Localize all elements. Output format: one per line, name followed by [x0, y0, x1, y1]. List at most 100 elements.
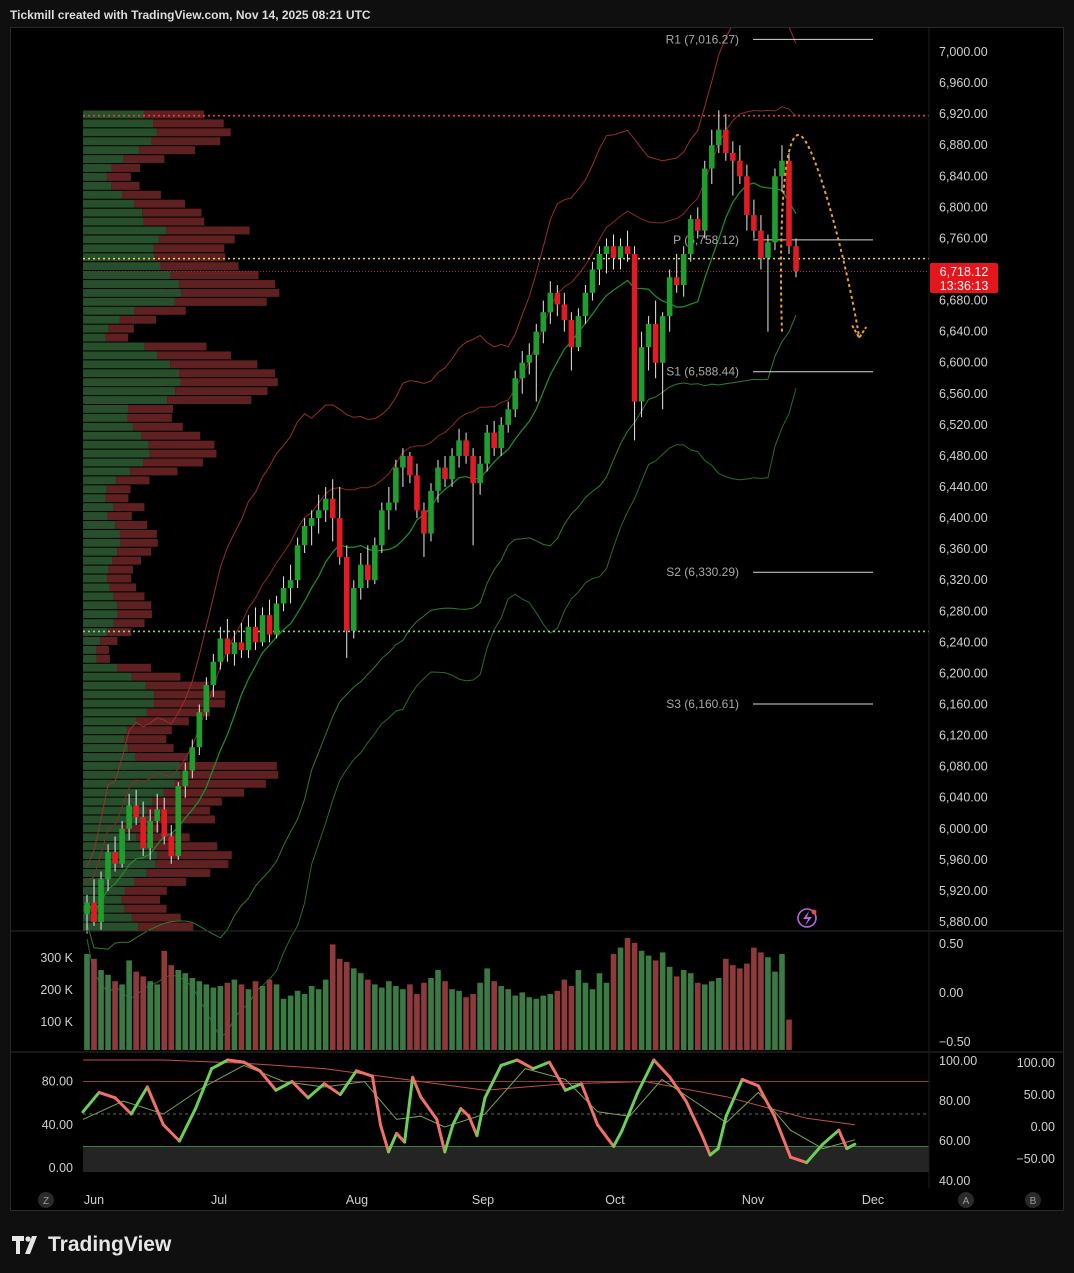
scale-mode-button[interactable]	[1025, 1192, 1041, 1208]
profile-bar-up	[83, 146, 140, 155]
oscillator-main-segment	[708, 1147, 720, 1157]
price-tick-label: 6,760.00	[939, 231, 988, 245]
oscillator-main-segment	[579, 1082, 600, 1127]
profile-bar-up	[83, 538, 121, 547]
candle-body	[561, 304, 568, 320]
oscillator-main-segment	[845, 1142, 857, 1151]
candle-body	[456, 440, 462, 456]
candle-body	[694, 219, 701, 231]
price-tick-label: 6,000.00	[939, 822, 988, 836]
tradingview-wordmark: TradingView	[48, 1233, 172, 1256]
price-axis[interactable]: 7,000.00 6,960.00 6,920.00 6,880.00 6,840.00…	[939, 45, 988, 929]
time-label-sep: Sep	[472, 1193, 494, 1207]
chart-frame[interactable]: R1 (7,016.27) P (6,758.12) S1 (6,588.44) S2…	[10, 27, 1064, 1211]
price-tick-label: 6,960.00	[939, 76, 988, 90]
candle-body	[470, 455, 476, 484]
oscillator-main-segment	[387, 1131, 399, 1154]
price-tick-label: 6,280.00	[939, 604, 988, 618]
last-price-label: 6,718.12	[940, 265, 989, 279]
volume-bar	[554, 990, 561, 1050]
candle-body	[350, 587, 357, 631]
profile-bar-up	[83, 190, 122, 199]
candle-body	[575, 316, 582, 348]
profile-bar-down	[121, 190, 161, 199]
volume-bar	[456, 990, 462, 1050]
candle-body	[519, 362, 526, 379]
oscillator-main-segment	[226, 1058, 246, 1064]
profile-bar-up	[83, 360, 171, 369]
candle-body	[687, 219, 694, 254]
time-zoom-button[interactable]	[38, 1192, 54, 1208]
volume-bar	[540, 995, 547, 1050]
oscillator-main-segment	[395, 1131, 407, 1144]
oscillator-main-segment	[411, 1075, 423, 1099]
candle-body	[203, 685, 210, 713]
auto-scale-button[interactable]	[958, 1192, 974, 1208]
oscillator-main-segment	[81, 1090, 101, 1114]
profile-bar-down	[131, 913, 181, 922]
oscillator-mid-tick: 60.00	[939, 1134, 970, 1148]
oscillator-main-segment	[194, 1067, 214, 1111]
candle-body	[329, 498, 336, 519]
chart-canvas[interactable]: R1 (7,016.27) P (6,758.12) S1 (6,588.44) S2…	[11, 28, 1063, 1210]
profile-bar-down	[115, 521, 148, 529]
volume-bar	[414, 994, 420, 1050]
profile-bar-up	[83, 458, 143, 467]
pivot-label-r1: R1 (7,016.27)	[666, 32, 739, 46]
tradingview-logo: TradingView	[12, 1233, 171, 1257]
price-tick-label: 6,480.00	[939, 449, 988, 463]
profile-bar-down	[134, 199, 186, 208]
profile-bar-up	[83, 512, 108, 520]
candle-body	[786, 160, 792, 247]
profile-bar-up	[83, 521, 116, 529]
candle-body	[189, 747, 196, 771]
profile-bar-down	[124, 904, 167, 913]
volume-bar	[217, 986, 224, 1050]
volume-bar	[687, 973, 694, 1050]
candle-body	[301, 525, 308, 546]
oscillator-main-segment	[716, 1114, 728, 1151]
volume-bar	[84, 954, 90, 1050]
oscillator-main-segment	[563, 1082, 583, 1092]
profile-bar-down	[151, 137, 221, 146]
time-axis[interactable]: Jun Jul Aug Sep Oct Nov Dec Z A B	[38, 1192, 1041, 1208]
volume-bar	[575, 970, 582, 1050]
candle-body	[449, 455, 455, 480]
bollinger-bands	[86, 28, 797, 1038]
candle-body	[435, 467, 441, 491]
volume-bar	[400, 989, 406, 1050]
profile-bar-down	[113, 503, 145, 512]
profile-bar-up	[83, 128, 157, 137]
oscillator-main-segment	[475, 1096, 487, 1138]
pivot-levels: R1 (7,016.27) P (6,758.12) S1 (6,588.44) S2…	[666, 32, 873, 711]
profile-bar-down	[134, 306, 186, 315]
oscillator-main-segment	[499, 1058, 519, 1067]
volume-bar	[379, 987, 385, 1050]
profile-bar-down	[154, 690, 226, 699]
oscillator-main-segment	[789, 1155, 809, 1165]
candle-body	[231, 642, 238, 655]
profile-bar-up	[83, 351, 158, 360]
volume-bar	[266, 979, 273, 1050]
profile-bar-up	[83, 235, 159, 244]
oscillator-right-tick: 0.00	[1031, 1120, 1055, 1134]
profile-bar-down	[111, 181, 140, 190]
band-line	[86, 315, 797, 950]
pivot-label-s3: S3 (6,160.61)	[666, 697, 739, 711]
price-candles	[84, 110, 799, 934]
profile-bar-down	[149, 449, 217, 458]
volume-bar	[638, 950, 645, 1050]
profile-bar-down	[100, 637, 118, 645]
volume-bar	[154, 984, 160, 1050]
candle-body	[259, 615, 266, 643]
oscillator-mid-tick: 40.00	[939, 1174, 970, 1188]
price-tick-label: 6,360.00	[939, 542, 988, 556]
profile-bar-down	[119, 315, 156, 324]
candle-body	[168, 836, 175, 856]
volume-bar	[680, 970, 687, 1050]
lightning-icon	[797, 908, 817, 928]
candle-body	[266, 615, 273, 635]
candle-body	[154, 809, 160, 822]
profile-bar-down	[155, 860, 229, 869]
volume-bar	[147, 981, 153, 1050]
